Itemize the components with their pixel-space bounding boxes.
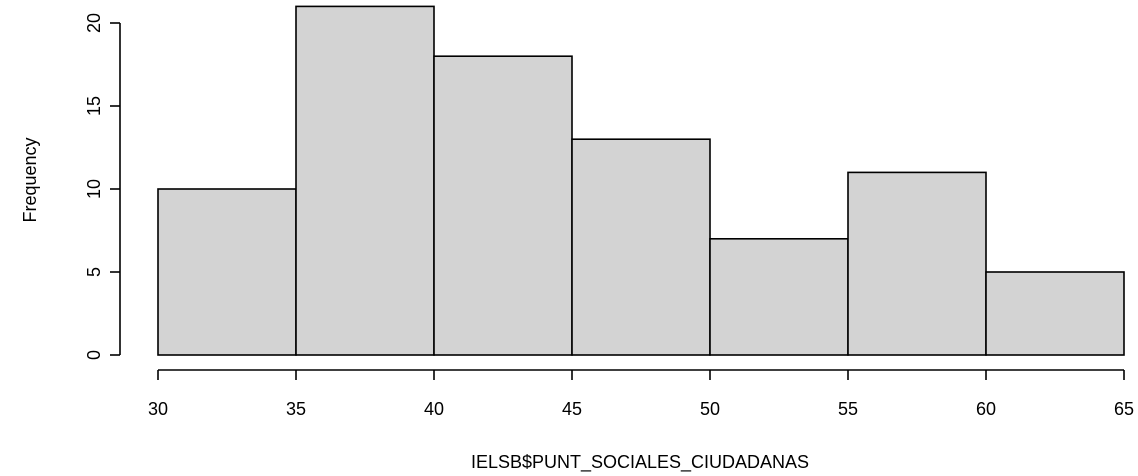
histogram-bar-50-55 bbox=[709, 238, 849, 356]
x-axis-title: IELSB$PUNT_SOCIALES_CIUDADANAS bbox=[471, 452, 809, 473]
histogram-bar-30-35 bbox=[157, 188, 297, 356]
x-tick-label: 30 bbox=[148, 399, 168, 419]
y-tick-label: 0 bbox=[84, 350, 104, 360]
y-axis-title: Frequency bbox=[20, 137, 40, 222]
histogram-bar-60-65 bbox=[985, 271, 1125, 356]
y-tick-label: 10 bbox=[84, 179, 104, 199]
x-tick-label: 45 bbox=[562, 399, 582, 419]
y-axis: 0 5 10 15 20 bbox=[84, 13, 121, 360]
histogram-bar-45-50 bbox=[571, 138, 711, 356]
x-tick-label: 55 bbox=[838, 399, 858, 419]
histogram-bars bbox=[157, 5, 1125, 356]
x-tick-label: 65 bbox=[1114, 399, 1134, 419]
y-tick-label: 5 bbox=[84, 267, 104, 277]
x-tick-label: 35 bbox=[286, 399, 306, 419]
x-tick-label: 40 bbox=[424, 399, 444, 419]
histogram-bar-40-45 bbox=[433, 55, 573, 356]
y-tick-label: 20 bbox=[84, 13, 104, 33]
x-axis: 30 35 40 45 50 55 60 65 bbox=[148, 369, 1134, 419]
x-tick-label: 50 bbox=[700, 399, 720, 419]
y-tick-label: 15 bbox=[84, 96, 104, 116]
histogram-bar-35-40 bbox=[295, 5, 435, 356]
histogram-bar-55-60 bbox=[847, 171, 987, 356]
x-tick-label: 60 bbox=[976, 399, 996, 419]
